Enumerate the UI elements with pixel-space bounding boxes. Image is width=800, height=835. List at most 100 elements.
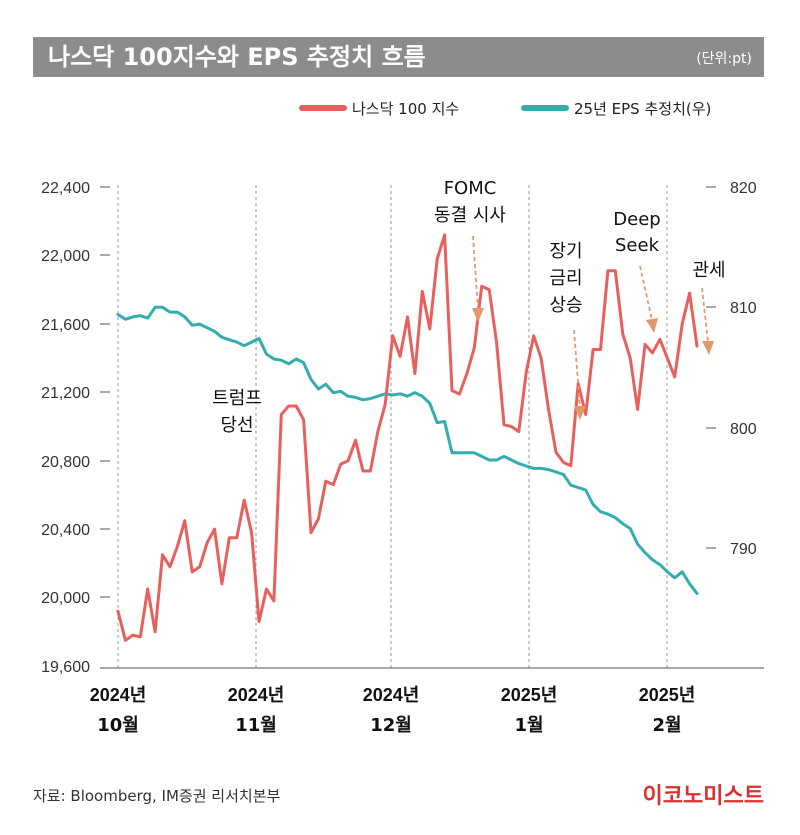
nasdaq-point (651, 351, 654, 355)
eps-point (614, 516, 617, 519)
unit-label: (단위:pt) (696, 51, 752, 67)
annotation-trump: 트럼프 당선 (212, 388, 262, 436)
eps-point (680, 570, 684, 573)
annotation-fomc-line2: 동결 시사 (434, 205, 506, 226)
nasdaq-point (621, 332, 624, 336)
eps-point (131, 315, 135, 319)
nasdaq-point (242, 498, 246, 502)
nasdaq-point (354, 438, 357, 442)
eps-point (287, 362, 290, 365)
eps-point (666, 570, 669, 573)
nasdaq-point (666, 356, 669, 360)
eps-point (146, 316, 149, 320)
eps-point (332, 391, 335, 394)
annotation-fomc-line1: FOMC (444, 178, 497, 199)
nasdaq-point (369, 469, 372, 473)
eps-point (257, 337, 261, 340)
nasdaq-point (398, 355, 402, 358)
annotation-long-rate-line3: 상승 (549, 295, 582, 316)
legend-label-nasdaq: 나스닥 100 지수 (352, 100, 459, 118)
eps-point (228, 338, 231, 341)
nasdaq-point (428, 327, 431, 331)
eps-point (198, 322, 201, 326)
series-line-nasdaq (116, 233, 699, 642)
eps-point (213, 330, 216, 333)
left-tick-label: 20,800 (41, 454, 90, 471)
annotation-tariff: 관세 (692, 260, 726, 355)
month-gridlines (117, 185, 668, 668)
nasdaq-point (695, 344, 699, 348)
eps-point (376, 395, 380, 398)
eps-point (480, 455, 483, 458)
right-tick-label: 800 (730, 421, 757, 438)
nasdaq-point (636, 408, 639, 411)
eps-point (168, 310, 172, 314)
eps-point (547, 468, 550, 471)
left-tick-label: 21,600 (41, 317, 90, 334)
annotation-long-rate: 장기 금리 상승 (549, 241, 586, 420)
left-axis: 22,400 22,000 21,600 21,200 20,800 20,40… (41, 180, 110, 676)
eps-point (124, 318, 127, 321)
right-tick-label: 810 (730, 300, 757, 317)
nasdaq-point (191, 570, 194, 574)
annotation-long-rate-line2: 금리 (549, 268, 582, 289)
nasdaq-point (495, 341, 498, 344)
left-tick-label: 20,400 (41, 522, 90, 539)
nasdaq-point (176, 545, 179, 548)
annotation-deepseek-line2: Seek (615, 235, 660, 256)
eps-point (636, 542, 639, 546)
eps-point (651, 558, 654, 561)
nasdaq-point (406, 315, 409, 319)
eps-point (242, 344, 246, 347)
eps-point (361, 398, 365, 402)
nasdaq-point (228, 536, 231, 539)
nasdaq-point (257, 620, 261, 623)
annotation-fomc-arrow-shaft (472, 235, 479, 311)
eps-point (621, 522, 624, 525)
nasdaq-point (302, 418, 305, 421)
eps-point (539, 467, 543, 470)
eps-point (458, 451, 461, 454)
nasdaq-point (517, 430, 521, 433)
left-tick-label: 20,000 (41, 590, 90, 607)
annotation-fomc: FOMC 동결 시사 (434, 178, 506, 322)
nasdaq-point (554, 450, 558, 454)
nasdaq-point (591, 348, 595, 351)
eps-point (161, 306, 164, 309)
nasdaq-point (614, 269, 617, 273)
series-points (116, 233, 699, 642)
nasdaq-point (628, 356, 632, 360)
eps-point (695, 592, 699, 595)
annotation-tariff-arrow-head (702, 341, 714, 355)
annotation-deepseek-arrow-shaft (639, 265, 653, 321)
x-axis-labels: 2024년 10월 2024년 11월 2024년 12월 2025년 1월 2… (90, 685, 696, 736)
nasdaq-point (146, 587, 149, 591)
left-tick-label: 22,000 (41, 248, 90, 265)
nasdaq-point (421, 290, 424, 293)
nasdaq-point (376, 430, 380, 433)
x-tick-year: 2025년 (501, 685, 558, 706)
eps-point (421, 395, 424, 398)
x-tick-month: 11월 (235, 715, 277, 736)
nasdaq-point (443, 233, 446, 237)
nasdaq-point (124, 639, 127, 642)
left-tick-label: 19,600 (41, 659, 90, 676)
eps-point (354, 396, 357, 399)
eps-point (384, 392, 387, 396)
annotation-deepseek-line1: Deep (613, 209, 660, 230)
x-tick-year: 2024년 (363, 685, 420, 706)
nasdaq-point (658, 338, 662, 341)
source-note: 자료: Bloomberg, IM증권 리서치본부 (33, 787, 280, 805)
nasdaq-point (235, 536, 238, 539)
nasdaq-point (584, 413, 587, 416)
nasdaq-point (680, 322, 684, 326)
eps-point (465, 451, 469, 454)
annotation-long-rate-arrow-head (574, 406, 586, 420)
left-tick-label: 21,200 (41, 385, 90, 402)
eps-point (139, 314, 142, 317)
nasdaq-point (525, 370, 528, 373)
nasdaq-point (643, 343, 647, 346)
nasdaq-point (265, 587, 268, 591)
annotation-deepseek-arrow-head (646, 318, 658, 333)
eps-point (577, 486, 580, 489)
